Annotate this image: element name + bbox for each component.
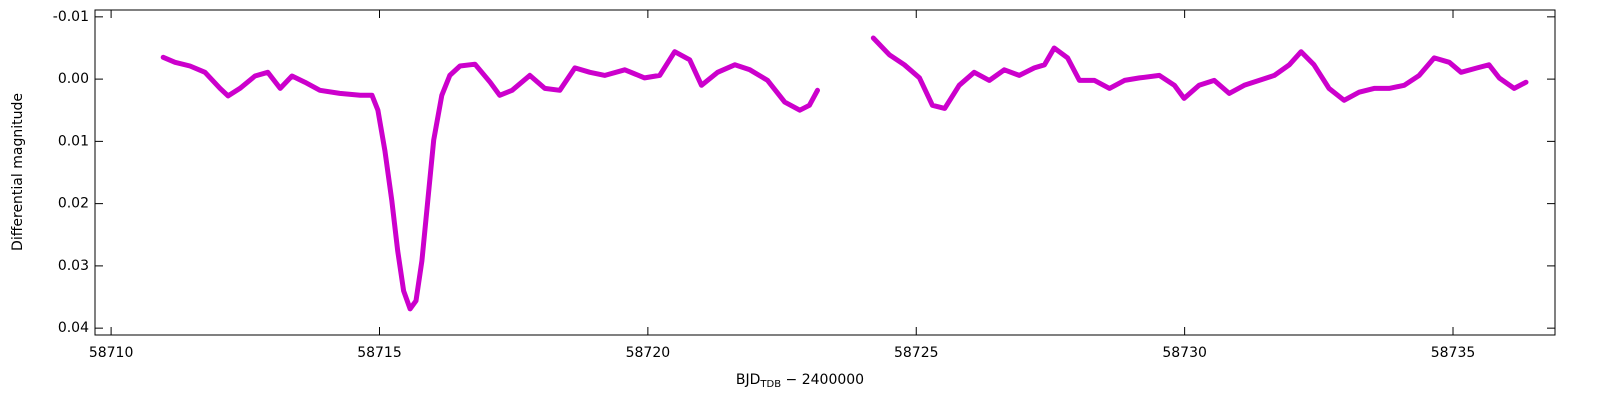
x-tick-label: 58720 <box>626 345 671 361</box>
x-tick-label: 58735 <box>1431 345 1476 361</box>
x-tick-label: 58730 <box>1162 345 1207 361</box>
y-axis-label: Differential magnitude <box>10 93 26 251</box>
y-tick-label: 0.01 <box>58 133 89 149</box>
x-axis-label: BJDTDB − 2400000 <box>736 372 864 390</box>
y-tick-label: 0.04 <box>58 320 89 336</box>
x-tick-label: 58715 <box>357 345 402 361</box>
light-curve <box>160 35 1529 312</box>
y-tick-label: 0.03 <box>58 258 89 274</box>
x-tick-label: 58725 <box>894 345 939 361</box>
y-tick-label: -0.01 <box>53 9 89 25</box>
y-tick-label: 0.00 <box>58 71 89 87</box>
plot-frame <box>94 9 1556 336</box>
x-tick-label: 58710 <box>89 345 134 361</box>
y-tick-label: 0.02 <box>58 196 89 212</box>
